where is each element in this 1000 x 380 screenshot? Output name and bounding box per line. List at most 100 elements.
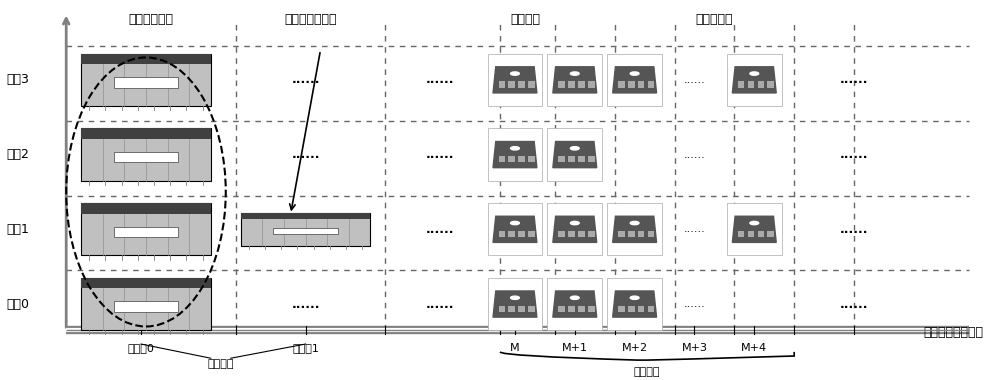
FancyBboxPatch shape [499, 81, 505, 88]
Text: ......: ...... [684, 299, 705, 309]
Text: ......: ...... [426, 223, 454, 236]
Circle shape [750, 72, 759, 75]
FancyBboxPatch shape [518, 81, 525, 88]
FancyBboxPatch shape [767, 81, 774, 88]
Text: 地址槽0: 地址槽0 [128, 343, 154, 353]
FancyBboxPatch shape [114, 301, 178, 312]
Polygon shape [553, 216, 597, 242]
Text: ......: ...... [684, 224, 705, 234]
Circle shape [511, 147, 519, 150]
FancyBboxPatch shape [628, 306, 635, 312]
FancyBboxPatch shape [558, 306, 565, 312]
Text: 节点0: 节点0 [6, 298, 29, 310]
Circle shape [511, 296, 519, 299]
Text: 独占网络: 独占网络 [510, 13, 540, 25]
FancyBboxPatch shape [499, 306, 505, 312]
Circle shape [570, 296, 579, 299]
FancyBboxPatch shape [588, 156, 595, 162]
FancyBboxPatch shape [758, 81, 764, 88]
FancyBboxPatch shape [114, 152, 178, 162]
FancyBboxPatch shape [488, 203, 542, 255]
Text: 大地址槽: 大地址槽 [208, 359, 234, 369]
FancyBboxPatch shape [273, 228, 338, 234]
FancyBboxPatch shape [748, 231, 754, 237]
FancyBboxPatch shape [499, 156, 505, 162]
FancyBboxPatch shape [578, 306, 585, 312]
Circle shape [630, 222, 639, 225]
FancyBboxPatch shape [738, 231, 744, 237]
FancyBboxPatch shape [558, 156, 565, 162]
Text: ......: ...... [426, 148, 454, 161]
Text: 可共享内存资源: 可共享内存资源 [284, 13, 337, 25]
Text: ......: ...... [291, 298, 320, 310]
FancyBboxPatch shape [81, 203, 211, 214]
FancyBboxPatch shape [518, 156, 525, 162]
Polygon shape [553, 67, 597, 93]
Polygon shape [613, 216, 657, 242]
Polygon shape [613, 67, 657, 93]
FancyBboxPatch shape [547, 203, 602, 255]
Text: ......: ...... [684, 150, 705, 160]
FancyBboxPatch shape [648, 81, 654, 88]
Text: M+1: M+1 [562, 343, 588, 353]
Text: ......: ...... [291, 73, 320, 86]
FancyBboxPatch shape [578, 231, 585, 237]
FancyBboxPatch shape [81, 54, 211, 64]
FancyBboxPatch shape [738, 81, 744, 88]
Polygon shape [553, 141, 597, 168]
Text: M+2: M+2 [622, 343, 648, 353]
FancyBboxPatch shape [568, 81, 575, 88]
Text: 节点2: 节点2 [6, 148, 29, 161]
FancyBboxPatch shape [241, 212, 370, 219]
FancyBboxPatch shape [558, 81, 565, 88]
FancyBboxPatch shape [607, 54, 662, 106]
FancyBboxPatch shape [114, 227, 178, 237]
Text: ......: ...... [840, 73, 868, 86]
FancyBboxPatch shape [558, 231, 565, 237]
FancyBboxPatch shape [588, 306, 595, 312]
FancyBboxPatch shape [547, 54, 602, 106]
Polygon shape [493, 67, 537, 93]
FancyBboxPatch shape [568, 306, 575, 312]
Text: 独占内存资源: 独占内存资源 [128, 13, 173, 25]
Circle shape [750, 222, 759, 225]
FancyBboxPatch shape [488, 278, 542, 330]
FancyBboxPatch shape [508, 306, 515, 312]
Text: 地址槽1: 地址槽1 [292, 343, 319, 353]
FancyBboxPatch shape [607, 278, 662, 330]
FancyBboxPatch shape [528, 81, 535, 88]
Text: 可共享网络: 可共享网络 [696, 13, 733, 25]
FancyBboxPatch shape [81, 128, 211, 139]
FancyBboxPatch shape [638, 231, 644, 237]
FancyBboxPatch shape [508, 156, 515, 162]
Polygon shape [553, 291, 597, 317]
Text: 虚拟统一地址空间: 虚拟统一地址空间 [924, 326, 984, 339]
Text: M: M [510, 343, 520, 353]
FancyBboxPatch shape [547, 128, 602, 181]
FancyBboxPatch shape [648, 306, 654, 312]
Polygon shape [493, 291, 537, 317]
FancyBboxPatch shape [81, 128, 211, 181]
Text: ......: ...... [426, 298, 454, 310]
Polygon shape [613, 291, 657, 317]
FancyBboxPatch shape [568, 231, 575, 237]
FancyBboxPatch shape [568, 156, 575, 162]
FancyBboxPatch shape [114, 77, 178, 88]
FancyBboxPatch shape [727, 203, 782, 255]
Polygon shape [493, 216, 537, 242]
FancyBboxPatch shape [727, 54, 782, 106]
FancyBboxPatch shape [648, 231, 654, 237]
FancyBboxPatch shape [518, 306, 525, 312]
Circle shape [511, 72, 519, 75]
FancyBboxPatch shape [528, 231, 535, 237]
Text: ......: ...... [426, 73, 454, 86]
Circle shape [570, 147, 579, 150]
Circle shape [630, 296, 639, 299]
FancyBboxPatch shape [547, 278, 602, 330]
FancyBboxPatch shape [618, 231, 625, 237]
FancyBboxPatch shape [628, 231, 635, 237]
Text: ......: ...... [840, 148, 868, 161]
Text: ......: ...... [684, 75, 705, 85]
Text: 小地址槽: 小地址槽 [634, 367, 660, 377]
Polygon shape [493, 141, 537, 168]
